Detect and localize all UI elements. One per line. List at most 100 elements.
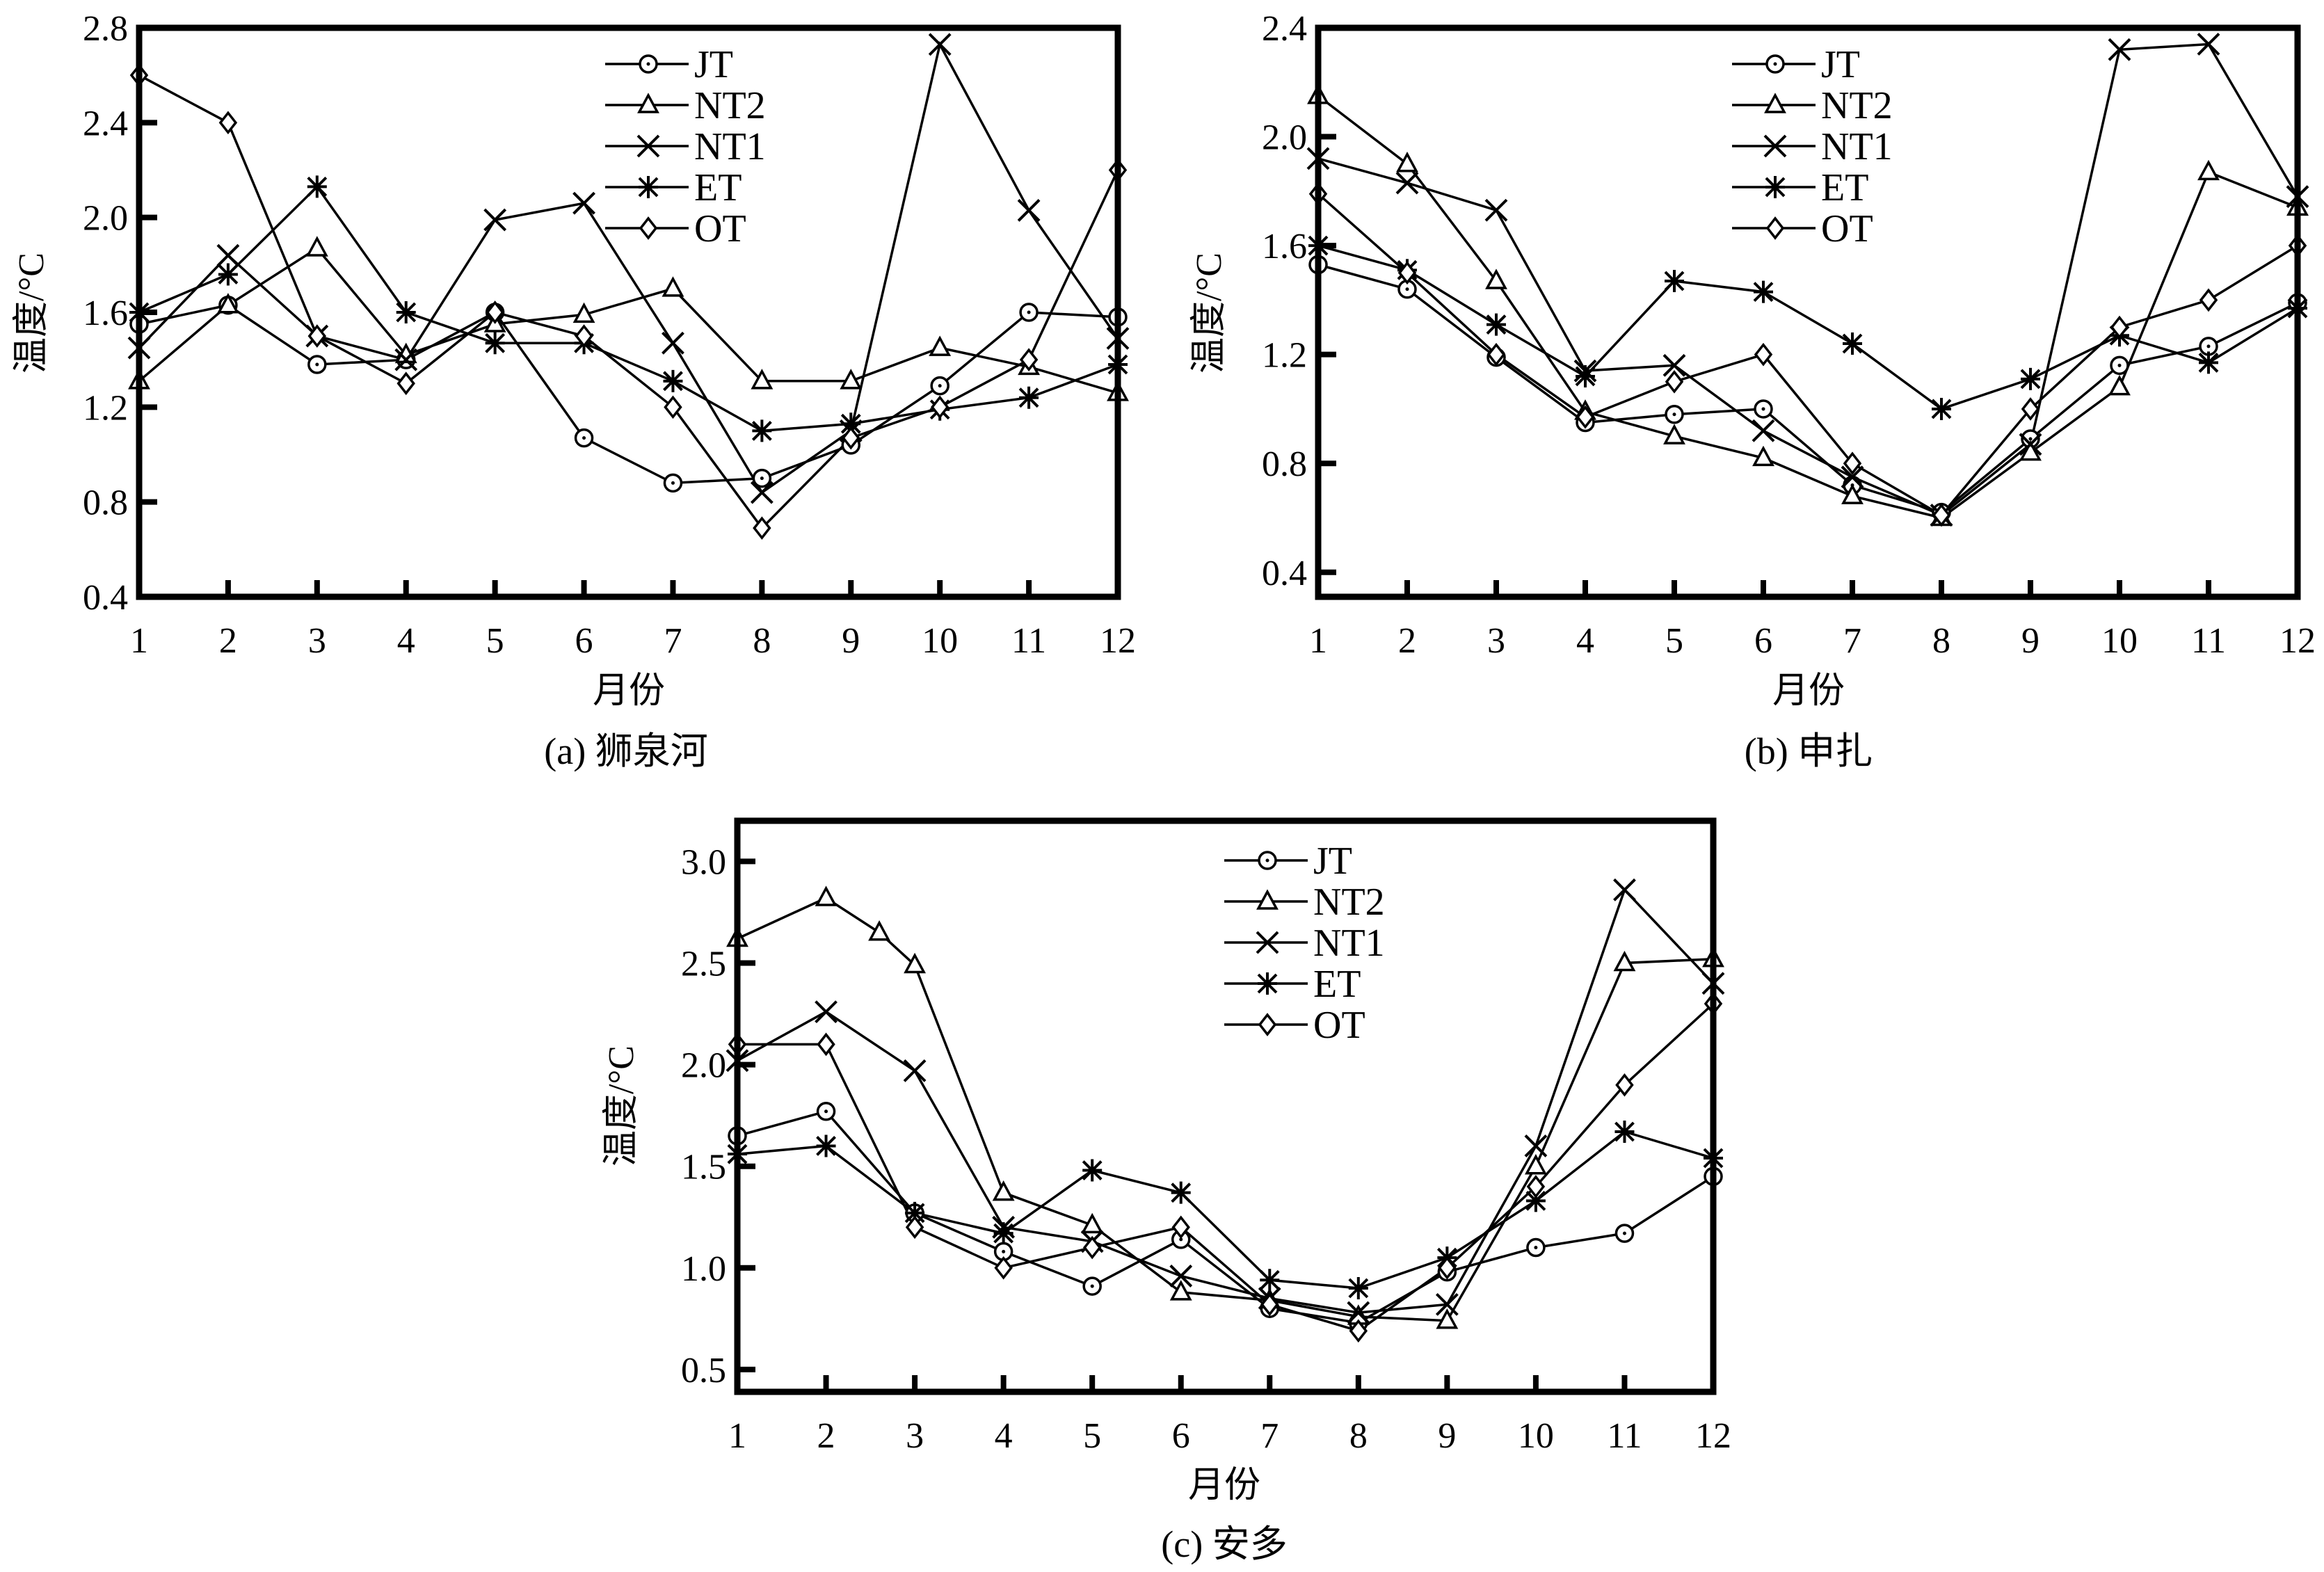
y-tick-label: 2.4 (1262, 9, 1307, 49)
data-point-et (1082, 1159, 1103, 1182)
x-tick-label: 6 (1172, 1416, 1190, 1456)
legend-label: JT (694, 43, 733, 86)
x-tick-label: 9 (842, 621, 860, 661)
data-point-jt (1019, 303, 1039, 322)
data-point-jt (1526, 1237, 1546, 1258)
x-tick-label: 4 (995, 1416, 1013, 1456)
legend-item-et: ET (1224, 963, 1361, 1006)
data-point-ot (1260, 1292, 1279, 1317)
x-axis-label: 月份 (1188, 1466, 1260, 1505)
legend-label: NT1 (1313, 922, 1385, 965)
data-point-ot (2199, 288, 2218, 312)
data-point-jt (1614, 1224, 1635, 1243)
data-point-nt2 (840, 369, 863, 390)
legend-marker-diamond-icon (639, 216, 658, 240)
data-point-nt2 (216, 293, 239, 314)
data-point-nt1 (928, 33, 952, 56)
x-tick-label: 11 (2191, 621, 2226, 661)
data-point-nt2 (1841, 483, 1864, 504)
series-line-nt2 (1317, 95, 2298, 520)
data-point-et (485, 332, 506, 355)
data-point-nt1 (483, 208, 507, 232)
series-line-nt1 (138, 40, 1119, 495)
data-point-ot (1349, 1319, 1368, 1343)
data-point-jt (574, 428, 594, 448)
x-axis-label: 月份 (593, 671, 665, 711)
data-point-nt2 (572, 302, 595, 323)
chart-caption: (b) 申扎 (1745, 730, 1873, 772)
y-tick-label: 3.0 (681, 842, 726, 882)
data-point-nt2 (1663, 424, 1685, 444)
y-tick-label: 1.6 (1262, 227, 1307, 266)
data-point-nt2 (662, 276, 684, 297)
legend-item-jt: JT (1732, 43, 1860, 86)
y-tick-label: 0.5 (681, 1351, 726, 1390)
plot-frame (136, 24, 1121, 600)
x-tick-label: 8 (1349, 1416, 1368, 1456)
data-point-nt2 (2019, 440, 2042, 461)
x-tick-label: 3 (906, 1416, 924, 1456)
legend-item-et: ET (605, 166, 742, 209)
data-point-ot (930, 395, 949, 419)
data-point-nt2 (1436, 1308, 1459, 1329)
x-tick-label: 10 (922, 621, 958, 661)
data-point-et (993, 1222, 1014, 1245)
x-tick-label: 5 (1083, 1416, 1101, 1456)
data-point-et (1931, 397, 1952, 420)
x-tick-label: 4 (1576, 621, 1594, 661)
legend-marker-triangle-icon (1764, 93, 1786, 113)
data-point-nt1 (1662, 353, 1686, 377)
series-line-nt2 (737, 897, 1714, 1322)
data-point-jt (307, 355, 327, 374)
y-tick-label: 1.6 (83, 294, 128, 333)
data-point-nt2 (1524, 1154, 1547, 1175)
x-tick-label: 9 (1438, 1416, 1456, 1456)
x-tick-label: 5 (1665, 621, 1683, 661)
data-point-ot (575, 324, 593, 348)
y-tick-label: 2.8 (83, 9, 128, 49)
data-point-nt2 (2108, 374, 2131, 396)
y-tick-label: 2.0 (83, 199, 128, 239)
legend-label: OT (1313, 1004, 1365, 1047)
data-point-et (840, 412, 861, 435)
series-line-nt1 (1317, 42, 2299, 517)
data-point-nt1 (1395, 171, 1419, 195)
data-point-jt (663, 473, 683, 493)
data-point-jt (2199, 337, 2218, 356)
data-point-nt1 (1841, 465, 1864, 489)
legend-marker-asterisk-icon (1765, 176, 1786, 198)
y-tick-label: 1.0 (681, 1249, 726, 1289)
x-tick-label: 2 (817, 1416, 835, 1456)
data-point-nt1 (2197, 33, 2220, 56)
x-tick-label: 12 (2279, 621, 2316, 661)
data-point-jt (930, 376, 949, 396)
data-point-et (2020, 367, 2041, 390)
data-point-jt (752, 468, 772, 488)
x-tick-label: 2 (219, 621, 237, 661)
data-point-et (218, 263, 239, 286)
x-tick-label: 6 (575, 621, 593, 661)
legend-item-et: ET (1732, 166, 1868, 209)
legend-marker-diamond-icon (1765, 216, 1785, 240)
x-tick-label: 5 (486, 621, 504, 661)
y-axis-label: 温度/°C (12, 252, 51, 374)
legend-item-nt1: NT1 (605, 125, 766, 168)
legend-item-nt2: NT2 (1224, 881, 1385, 924)
data-point-et (816, 1134, 836, 1157)
data-point-ot (1843, 451, 1862, 476)
data-point-et (1171, 1181, 1192, 1204)
data-point-et (751, 419, 772, 442)
series-line-ot (138, 74, 1119, 530)
x-tick-label: 7 (1843, 621, 1861, 661)
data-point-nt1 (1613, 878, 1636, 901)
data-point-nt2 (305, 236, 328, 257)
y-tick-label: 1.2 (1262, 336, 1307, 376)
data-point-ot (664, 395, 682, 419)
y-tick-label: 0.4 (1262, 554, 1307, 593)
x-tick-label: 3 (1487, 621, 1505, 661)
chart-panel-c: (c) 安多 月份 温度/°C 1 2 3 4 5 6 7 8 9 10 11 120.51.01.5… (602, 817, 1731, 1565)
x-tick-label: 11 (1607, 1416, 1642, 1456)
data-point-et (1664, 269, 1685, 292)
